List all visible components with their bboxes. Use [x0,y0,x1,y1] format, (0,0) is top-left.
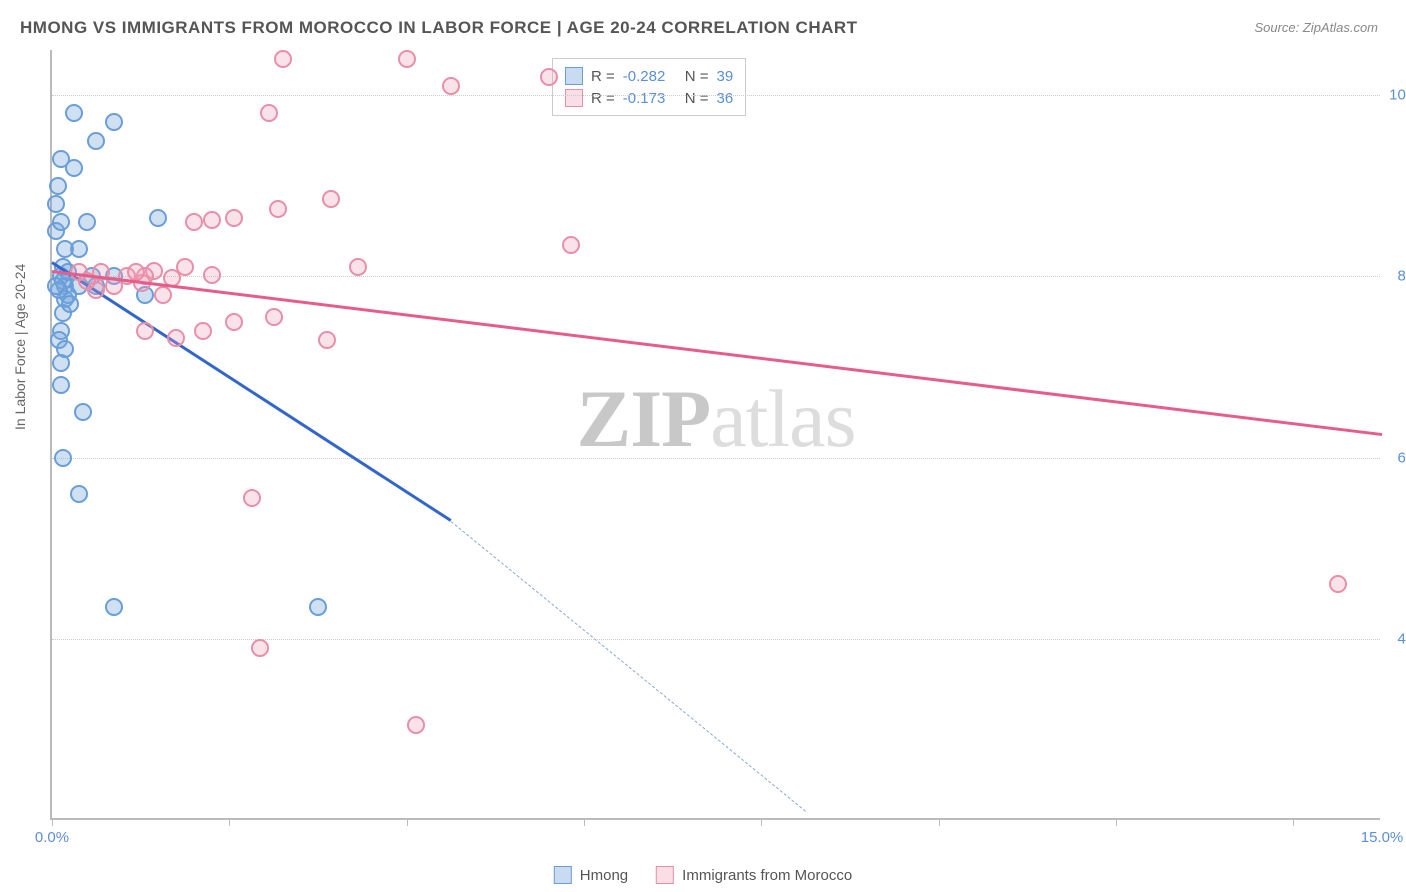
data-point [562,236,580,254]
data-point [225,209,243,227]
data-point [47,195,65,213]
data-point [154,286,172,304]
legend-row-morocco: R = -0.173 N = 36 [565,87,733,109]
source-label: Source: ZipAtlas.com [1254,20,1378,35]
y-tick-label: 80.0% [1397,268,1406,285]
data-point [309,598,327,616]
data-point [87,132,105,150]
gridline [52,639,1380,640]
data-point [52,213,70,231]
legend-label-morocco: Immigrants from Morocco [682,867,852,884]
trendline [51,262,452,523]
correlation-legend: R = -0.282 N = 39 R = -0.173 N = 36 [552,58,746,116]
data-point [265,308,283,326]
data-point [251,639,269,657]
x-tick [1116,818,1117,826]
swatch-blue-icon [565,67,583,85]
data-point [1329,575,1347,593]
data-point [105,598,123,616]
data-point [52,376,70,394]
data-point [149,209,167,227]
data-point [167,329,185,347]
legend-item-hmong: Hmong [554,866,628,884]
x-tick [939,818,940,826]
r-label: R = [591,68,615,85]
y-axis-label: In Labor Force | Age 20-24 [12,264,28,430]
data-point [203,211,221,229]
trendline [52,270,1382,436]
n-label: N = [685,68,709,85]
swatch-pink-icon [565,89,583,107]
data-point [74,403,92,421]
x-tick [229,818,230,826]
data-point [203,266,221,284]
chart-plot-area: ZIPatlas R = -0.282 N = 39 R = -0.173 N … [50,50,1380,820]
r-value-hmong: -0.282 [623,68,677,85]
r-value-morocco: -0.173 [623,90,677,107]
data-point [407,716,425,734]
data-point [65,104,83,122]
y-tick-label: 60.0% [1397,449,1406,466]
swatch-pink-icon [656,866,674,884]
series-legend: Hmong Immigrants from Morocco [554,866,852,884]
data-point [260,104,278,122]
watermark: ZIPatlas [577,372,856,466]
data-point [442,77,460,95]
x-tick [761,818,762,826]
x-tick-label: 0.0% [35,829,69,846]
y-tick-label: 40.0% [1397,630,1406,647]
data-point [243,489,261,507]
x-tick [584,818,585,826]
trendline-dashed [451,521,806,812]
data-point [398,50,416,68]
x-tick [407,818,408,826]
r-label: R = [591,90,615,107]
legend-label-hmong: Hmong [580,867,628,884]
data-point [225,313,243,331]
data-point [269,200,287,218]
gridline [52,95,1380,96]
data-point [49,177,67,195]
y-tick-label: 100.0% [1389,87,1406,104]
data-point [52,150,70,168]
n-label: N = [685,90,709,107]
data-point [70,485,88,503]
gridline [52,276,1380,277]
data-point [54,449,72,467]
x-tick [52,818,53,826]
x-tick-label: 15.0% [1361,829,1404,846]
data-point [136,322,154,340]
legend-item-morocco: Immigrants from Morocco [656,866,852,884]
legend-row-hmong: R = -0.282 N = 39 [565,65,733,87]
n-value-hmong: 39 [717,68,734,85]
chart-title: HMONG VS IMMIGRANTS FROM MOROCCO IN LABO… [20,18,858,38]
gridline [52,458,1380,459]
data-point [274,50,292,68]
data-point [318,331,336,349]
data-point [105,113,123,131]
data-point [185,213,203,231]
data-point [540,68,558,86]
data-point [47,277,65,295]
x-tick [1293,818,1294,826]
swatch-blue-icon [554,866,572,884]
data-point [322,190,340,208]
n-value-morocco: 36 [717,90,734,107]
data-point [194,322,212,340]
data-point [78,213,96,231]
data-point [127,263,145,281]
data-point [349,258,367,276]
data-point [56,340,74,358]
data-point [56,240,74,258]
